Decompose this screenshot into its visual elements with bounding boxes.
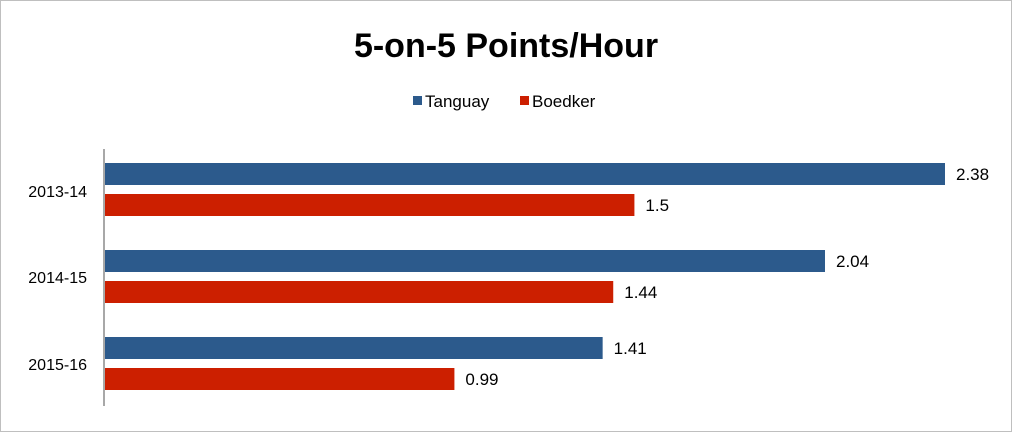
legend-swatch-boedker [520, 96, 529, 105]
bar-boedker-2013-14 [105, 194, 635, 216]
chart-title: 5-on-5 Points/Hour [354, 27, 658, 65]
legend-swatch-tanguay [413, 96, 422, 105]
data-label: 2.38 [956, 165, 989, 184]
data-label: 1.44 [624, 283, 657, 302]
data-label: 2.04 [836, 252, 869, 271]
legend: Tanguay Boedker [413, 92, 596, 111]
category-label: 2014-15 [28, 270, 87, 287]
bars-group: 2.38 1.5 2.04 1.44 1.41 0.99 [105, 163, 989, 390]
legend-label-boedker: Boedker [532, 92, 596, 111]
data-label: 0.99 [465, 370, 498, 389]
bar-tanguay-2014-15 [105, 250, 825, 272]
category-label: 2015-16 [28, 357, 87, 374]
bar-boedker-2014-15 [105, 281, 614, 303]
data-label: 1.5 [645, 196, 669, 215]
bar-boedker-2015-16 [105, 368, 455, 390]
category-label: 2013-14 [28, 184, 87, 201]
bar-tanguay-2013-14 [105, 163, 945, 185]
data-label: 1.41 [614, 339, 647, 358]
legend-label-tanguay: Tanguay [425, 92, 490, 111]
category-labels: 2013-14 2014-15 2015-16 [28, 184, 87, 374]
bar-tanguay-2015-16 [105, 337, 603, 359]
